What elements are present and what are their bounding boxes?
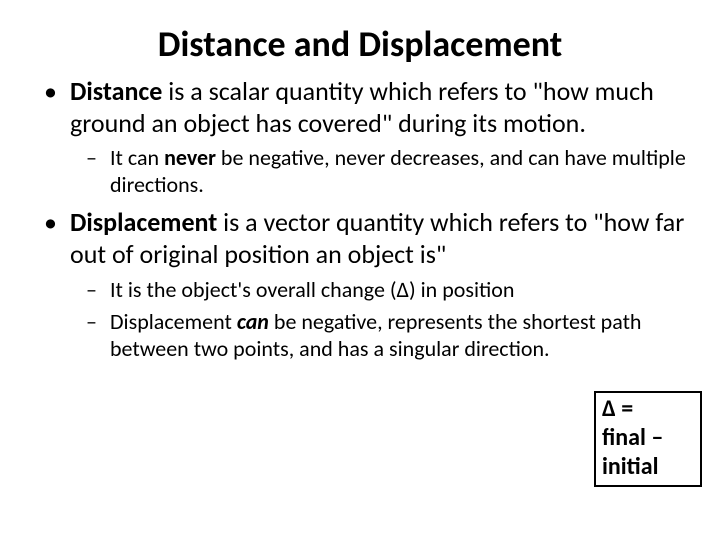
bullet-distance: Distance is a scalar quantity which refe… — [30, 76, 690, 199]
formula-line-3: initial — [602, 453, 694, 482]
sublist-displacement: It is the object's overall change (∆) in… — [70, 277, 690, 363]
formula-line-2: final – — [602, 424, 694, 453]
content-list: Distance is a scalar quantity which refe… — [30, 76, 690, 363]
sub-distance-1b: never — [164, 144, 216, 171]
sub-distance-1: It can never be negative, never decrease… — [70, 145, 690, 199]
sub-displacement-2a: Displacement — [110, 308, 237, 335]
term-displacement: Displacement — [70, 206, 217, 238]
slide-container: Distance and Displacement Distance is a … — [0, 0, 720, 540]
sub-displacement-2b: can — [237, 308, 269, 335]
term-distance: Distance — [70, 75, 162, 107]
sub-distance-1a: It can — [110, 144, 164, 171]
sub-displacement-1: It is the object's overall change (∆) in… — [70, 277, 690, 304]
bullet-displacement: Displacement is a vector quantity which … — [30, 207, 690, 363]
sub-displacement-2: Displacement can be negative, represents… — [70, 309, 690, 363]
sublist-distance: It can never be negative, never decrease… — [70, 145, 690, 199]
formula-line-1: ∆ = — [602, 395, 694, 424]
formula-box: ∆ = final – initial — [594, 391, 702, 487]
slide-title: Distance and Displacement — [30, 22, 690, 66]
